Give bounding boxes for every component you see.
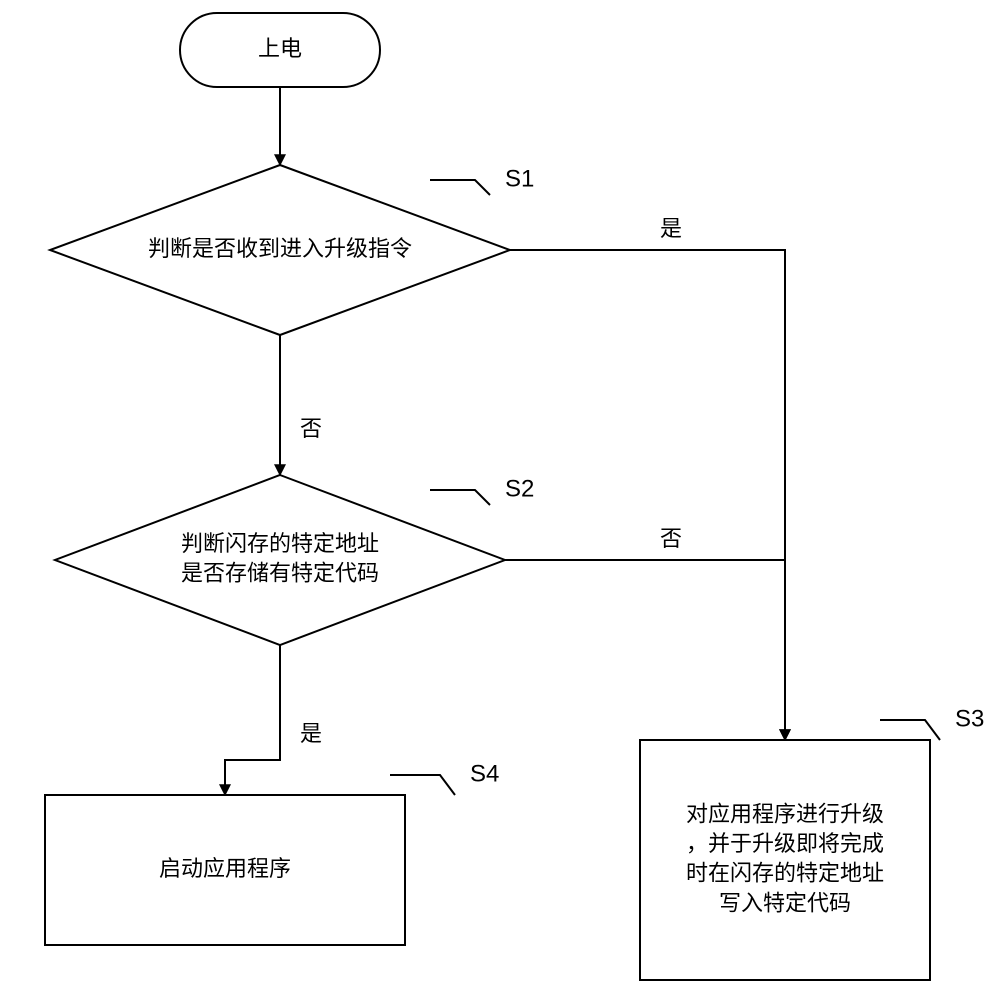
node-s2-text-0: 判断闪存的特定地址	[181, 531, 379, 556]
node-s3-text-0: 对应用程序进行升级	[686, 801, 884, 826]
nodes: 上电判断是否收到进入升级指令判断闪存的特定地址是否存储有特定代码对应用程序进行升…	[45, 13, 930, 980]
step-leader-1	[430, 490, 490, 505]
step-label-3: S4	[470, 760, 499, 787]
node-s1: 判断是否收到进入升级指令	[50, 165, 510, 335]
edge-2	[510, 250, 785, 740]
node-s3: 对应用程序进行升级 ，并于升级即将完成时在闪存的特定地址写入特定代码	[640, 740, 930, 980]
node-s3-text-2: 时在闪存的特定地址	[686, 861, 884, 886]
step-label-1: S2	[505, 475, 534, 502]
step-leader-2	[880, 720, 940, 740]
edge-label-4: 是	[300, 721, 322, 746]
edge-4	[225, 645, 280, 795]
node-s3-text-3: 写入特定代码	[719, 890, 851, 915]
node-start-text-0: 上电	[258, 36, 302, 61]
node-s3-text-1: ，并于升级即将完成	[686, 831, 884, 856]
step-leader-3	[390, 775, 455, 795]
node-s2: 判断闪存的特定地址是否存储有特定代码	[55, 475, 505, 645]
edge-label-2: 是	[660, 216, 682, 241]
node-start: 上电	[180, 13, 380, 87]
edge-label-1: 否	[300, 416, 322, 441]
step-label-2: S3	[955, 705, 984, 732]
node-s1-text-0: 判断是否收到进入升级指令	[148, 236, 412, 261]
edge-3	[505, 560, 785, 740]
node-s2-text-1: 是否存储有特定代码	[181, 561, 379, 586]
node-s4-text-0: 启动应用程序	[159, 856, 291, 881]
step-leader-0	[430, 180, 490, 195]
flowchart-diagram: 否是否是上电判断是否收到进入升级指令判断闪存的特定地址是否存储有特定代码对应用程…	[0, 0, 991, 1000]
node-s4: 启动应用程序	[45, 795, 405, 945]
step-label-0: S1	[505, 165, 534, 192]
edge-label-3: 否	[660, 526, 682, 551]
